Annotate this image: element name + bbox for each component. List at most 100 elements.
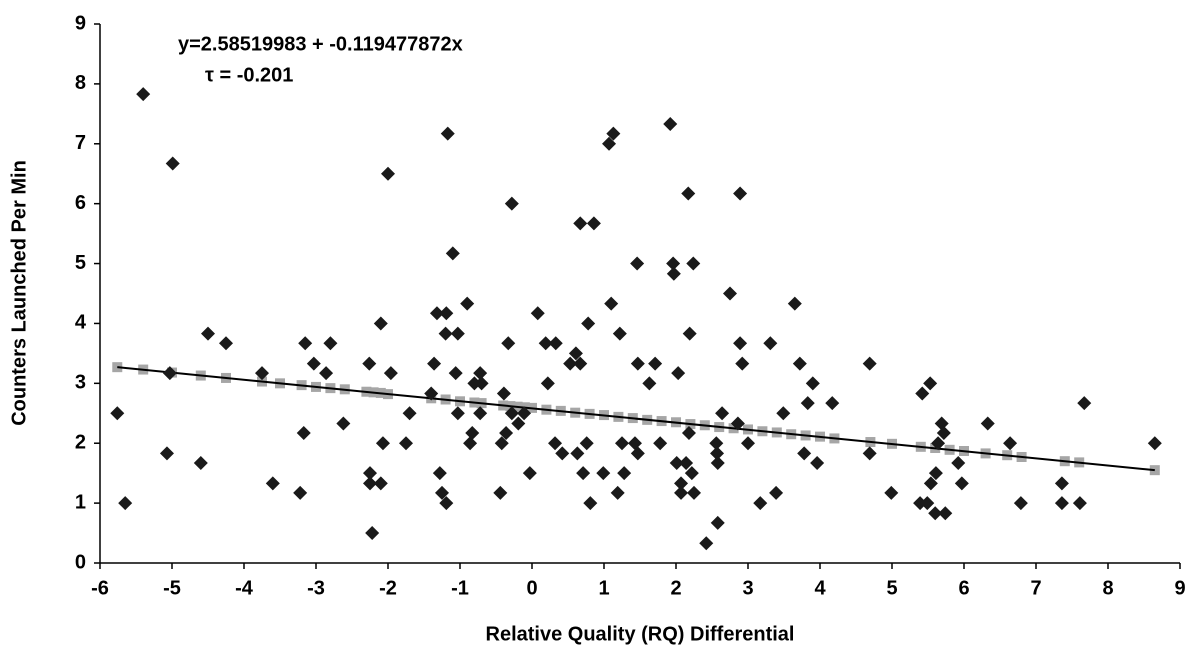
data-point <box>219 336 233 351</box>
data-point <box>427 356 442 371</box>
data-point <box>733 336 748 351</box>
data-point <box>741 436 755 451</box>
data-point <box>540 376 555 391</box>
data-point <box>1054 496 1069 511</box>
data-point <box>797 446 812 461</box>
data-point <box>165 156 180 171</box>
data-point <box>440 126 455 141</box>
data-point <box>463 436 478 451</box>
data-point <box>110 406 125 421</box>
data-point <box>938 506 953 521</box>
x-tick-label: 2 <box>670 577 681 599</box>
data-point <box>517 406 532 421</box>
data-point <box>522 466 537 481</box>
data-point <box>915 386 930 401</box>
data-point <box>555 446 570 461</box>
data-point <box>653 436 668 451</box>
data-point <box>336 416 351 431</box>
data-point <box>1147 436 1162 451</box>
x-tick-label: 0 <box>526 577 537 599</box>
data-point <box>573 216 588 231</box>
data-point <box>735 356 750 371</box>
data-point <box>293 485 308 500</box>
data-point <box>1077 396 1092 411</box>
data-point <box>504 406 519 421</box>
data-point <box>630 446 645 461</box>
data-point <box>862 356 877 371</box>
y-tick-label: 8 <box>75 72 86 94</box>
data-point <box>687 485 701 500</box>
data-point <box>570 446 585 461</box>
data-point <box>538 336 553 351</box>
x-axis-label: Relative Quality (RQ) Differential <box>486 623 795 645</box>
data-point <box>666 266 681 281</box>
data-point <box>1003 436 1018 451</box>
data-point <box>586 216 601 231</box>
y-tick-label: 0 <box>75 551 86 573</box>
data-point <box>630 356 645 371</box>
data-point <box>920 496 935 511</box>
data-point <box>753 496 768 511</box>
data-point <box>445 246 460 261</box>
data-point <box>674 476 689 491</box>
data-point <box>162 366 177 381</box>
x-tick-label: -6 <box>91 577 109 599</box>
data-point <box>432 466 447 481</box>
data-point <box>669 455 684 470</box>
data-point <box>511 416 526 431</box>
data-point <box>465 426 480 441</box>
data-point <box>884 485 899 500</box>
data-point <box>362 356 377 371</box>
data-point <box>723 286 737 301</box>
data-point <box>136 87 151 102</box>
data-point <box>581 316 596 331</box>
data-point <box>606 126 621 141</box>
data-point <box>630 256 645 271</box>
data-point <box>666 256 681 271</box>
data-point <box>934 416 949 431</box>
data-point <box>450 326 465 341</box>
x-tick-label: -1 <box>451 577 469 599</box>
data-point <box>499 426 514 441</box>
data-point <box>936 426 951 441</box>
data-point <box>923 476 938 491</box>
data-point <box>617 466 632 481</box>
data-point <box>530 306 545 321</box>
data-point <box>563 356 578 371</box>
trendline <box>117 366 1155 472</box>
x-tick-label: -2 <box>379 577 397 599</box>
data-point <box>435 485 449 500</box>
x-tick-label: 4 <box>814 577 826 599</box>
y-tick-label: 4 <box>75 312 87 334</box>
equation-annotation: y=2.58519983 + -0.119477872x <box>178 33 463 55</box>
data-point <box>255 366 269 381</box>
data-point <box>439 306 454 321</box>
data-point <box>951 455 966 470</box>
data-point <box>373 476 388 491</box>
data-point <box>648 356 663 371</box>
data-point <box>679 455 694 470</box>
data-point <box>928 466 943 481</box>
data-point <box>792 356 807 371</box>
x-tick-label: 5 <box>886 577 897 599</box>
data-point <box>1054 476 1069 491</box>
data-point <box>363 476 377 491</box>
data-point <box>954 476 969 491</box>
data-point <box>159 446 174 461</box>
data-point <box>980 416 995 431</box>
x-tick-label: 7 <box>1030 577 1041 599</box>
data-point <box>627 436 642 451</box>
data-point <box>467 376 482 391</box>
data-point <box>573 356 588 371</box>
data-point <box>810 455 825 470</box>
data-point <box>769 485 784 500</box>
data-point <box>296 426 311 441</box>
data-point <box>265 476 280 491</box>
data-point <box>776 406 791 421</box>
data-point <box>448 366 463 381</box>
data-point <box>596 466 611 481</box>
data-point <box>548 336 563 351</box>
data-point <box>548 436 563 451</box>
data-point <box>715 406 730 421</box>
